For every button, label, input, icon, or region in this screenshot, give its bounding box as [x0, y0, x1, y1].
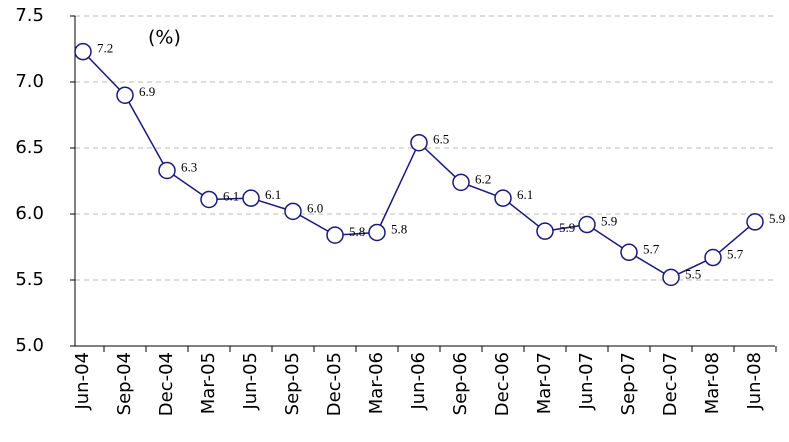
data-label: 5.9	[559, 220, 575, 235]
unit-annotation: (%)	[148, 27, 181, 49]
x-tick-label: Jun-04	[72, 352, 93, 411]
data-point	[284, 202, 302, 221]
data-point	[326, 226, 344, 244]
data-point	[410, 133, 428, 152]
y-tick-label: 5.5	[15, 269, 44, 290]
data-label: 6.1	[223, 188, 239, 203]
data-point	[242, 189, 260, 207]
data-point	[620, 243, 638, 262]
x-tick-label: Dec-06	[492, 352, 513, 416]
x-tick-label: Sep-06	[450, 352, 471, 415]
x-tick-label: Dec-04	[156, 352, 177, 416]
x-tick-label: Jun-08	[744, 352, 765, 411]
data-point	[368, 223, 386, 242]
y-tick-label: 7.0	[15, 71, 44, 92]
y-tick-label: 6.5	[15, 137, 44, 158]
data-label: 5.8	[349, 224, 365, 239]
data-point	[704, 248, 722, 267]
y-tick-label: 6.0	[15, 203, 44, 224]
data-point	[494, 189, 512, 207]
y-tick-label: 5.0	[15, 335, 44, 356]
x-tick-label: Dec-05	[324, 352, 345, 416]
data-label: 5.8	[391, 221, 407, 236]
data-label: 5.9	[769, 211, 785, 226]
data-label: 5.7	[643, 241, 660, 256]
data-label: 5.9	[601, 214, 617, 229]
x-tick-label: Dec-07	[660, 352, 681, 416]
data-point	[158, 161, 176, 180]
data-label: 5.5	[685, 266, 701, 281]
data-label: 6.1	[265, 187, 281, 202]
x-tick-label: Jun-06	[408, 352, 429, 411]
data-label: 6.3	[181, 159, 197, 174]
x-tick-label: Sep-05	[282, 352, 303, 415]
x-tick-label: Sep-07	[618, 352, 639, 415]
data-label: 5.7	[727, 247, 744, 262]
data-point	[746, 213, 764, 231]
data-label: 6.9	[139, 84, 155, 99]
data-point	[662, 268, 680, 287]
x-tick-label: Sep-04	[114, 352, 135, 415]
x-tick-label: Jun-05	[240, 352, 261, 411]
data-label: 6.1	[517, 187, 533, 202]
x-tick-label: Mar-07	[534, 352, 555, 414]
data-point	[452, 173, 470, 192]
data-point	[536, 222, 554, 240]
y-tick-label: 7.5	[15, 5, 44, 26]
x-tick-label: Jun-07	[576, 352, 597, 411]
data-point	[74, 42, 92, 61]
data-label: 6.5	[433, 132, 449, 147]
x-tick-label: Mar-05	[198, 352, 219, 414]
data-point	[116, 86, 134, 104]
data-label: 7.2	[97, 41, 113, 56]
x-tick-label: Mar-08	[702, 352, 723, 414]
data-point	[200, 190, 218, 209]
data-point	[578, 215, 596, 234]
data-label: 6.0	[307, 200, 323, 215]
x-tick-label: Mar-06	[366, 352, 387, 414]
data-label: 6.2	[475, 171, 491, 186]
